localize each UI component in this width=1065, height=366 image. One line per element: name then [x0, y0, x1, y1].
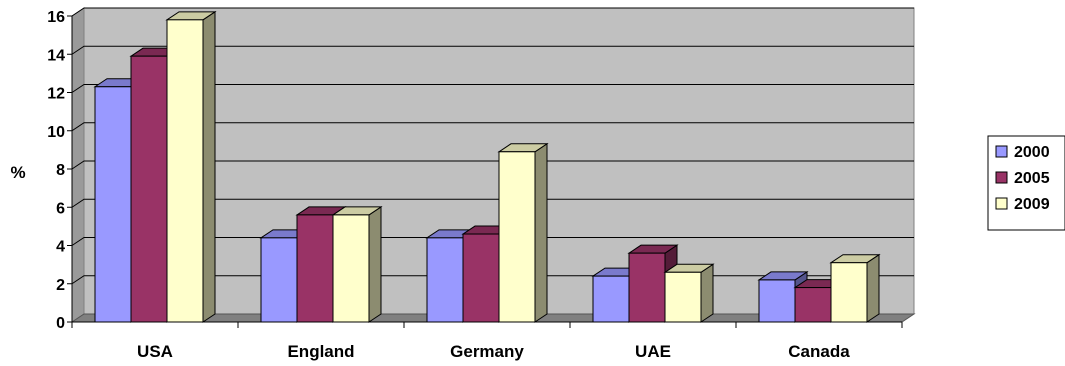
- bar-front: [628, 252, 666, 323]
- bar-side: [368, 205, 382, 323]
- legend-swatch: [995, 171, 1008, 184]
- bar-front: [260, 237, 298, 323]
- bars: [93, 10, 881, 323]
- bar-front: [498, 151, 536, 323]
- y-tick-label: 6: [56, 200, 65, 217]
- legend-swatch: [995, 145, 1008, 158]
- bar-front: [592, 275, 630, 323]
- bar-front: [130, 55, 168, 323]
- gridline: [71, 237, 914, 246]
- bar-front: [166, 19, 204, 323]
- bar-front: [426, 237, 464, 323]
- y-tick-label: 12: [47, 86, 65, 103]
- y-tick-label: 10: [47, 124, 65, 141]
- x-tick-label: Canada: [788, 342, 850, 361]
- y-tick-label: 14: [47, 47, 65, 64]
- bar-front: [296, 214, 334, 323]
- x-tick-label: UAE: [635, 342, 671, 361]
- legend-label: 2009: [1014, 196, 1050, 213]
- bar-front: [664, 271, 702, 323]
- x-tick-label: England: [287, 342, 354, 361]
- gridlines: [71, 7, 914, 285]
- bar-side: [700, 263, 714, 323]
- bar-front: [830, 262, 868, 323]
- bar-side: [534, 142, 548, 323]
- bar-front: [94, 86, 132, 323]
- y-tick-label: 0: [56, 315, 65, 332]
- gridline: [71, 84, 914, 93]
- x-axis: USA England Germany UAE Canada: [71, 321, 903, 361]
- legend-label: 2005: [1014, 170, 1050, 187]
- legend-label: 2000: [1014, 144, 1050, 161]
- bar-front: [332, 214, 370, 323]
- y-tick-label: 16: [47, 9, 65, 26]
- y-tick-label: 4: [56, 239, 65, 256]
- bar: [165, 10, 217, 323]
- x-tick-label: Germany: [450, 342, 524, 361]
- y-axis: 0 2 4 6 8 10 12 14 16: [47, 9, 73, 332]
- x-tick-label: USA: [137, 342, 173, 361]
- y-tick-label: 8: [56, 162, 65, 179]
- bar-front: [758, 279, 796, 323]
- bar: [497, 142, 549, 323]
- bar: [829, 253, 881, 323]
- gridline: [71, 198, 914, 208]
- legend: 2000 2005 2009: [987, 135, 1065, 231]
- gridline: [71, 7, 914, 17]
- bar-side: [866, 253, 880, 323]
- y-axis-title: %: [10, 163, 25, 182]
- bar-side: [202, 10, 216, 323]
- y-tick-label: 2: [56, 277, 65, 294]
- bar: [331, 205, 383, 323]
- gridline: [71, 45, 914, 55]
- bar: [663, 263, 715, 323]
- legend-swatch: [995, 197, 1008, 210]
- gridline: [71, 160, 914, 170]
- bar-front: [462, 233, 500, 323]
- bar-front: [794, 287, 832, 323]
- gridline: [71, 122, 914, 132]
